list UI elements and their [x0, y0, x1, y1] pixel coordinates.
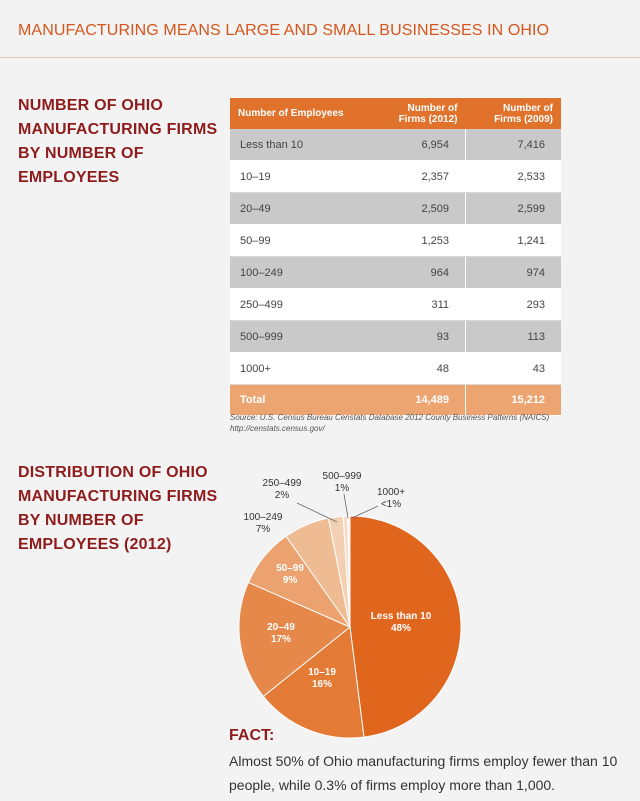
pie-leader-line [343, 493, 349, 519]
row-label: 500–999 [230, 320, 370, 353]
source-text: Source: U.S. Census Bureau Censtats Data… [230, 413, 550, 422]
total-label: Total [230, 384, 370, 416]
row-value-2009: 113 [465, 320, 561, 353]
pie-leader-line [296, 502, 338, 523]
pie-category-label: 10–19 [308, 667, 336, 678]
table-header-row: Number of Employees Number of Firms (201… [230, 98, 561, 129]
row-label: 1000+ [230, 352, 370, 385]
header-divider [0, 57, 640, 58]
pie-percent-label: 7% [256, 524, 271, 535]
row-label: 10–19 [230, 160, 370, 193]
row-label: 20–49 [230, 192, 370, 225]
source-url: http://censtats.census.gov/ [230, 424, 325, 433]
row-value-2012: 2,357 [370, 160, 466, 193]
pie-category-label: 20–49 [267, 622, 295, 633]
pie-percent-label: <1% [381, 499, 401, 510]
table-row: 250–499 311 293 [230, 288, 561, 321]
row-label: Less than 10 [230, 129, 370, 161]
column-header-employees: Number of Employees [230, 98, 370, 129]
row-value-2009: 7,416 [465, 129, 561, 161]
row-value-2009: 293 [465, 288, 561, 321]
pie-slice-1 [349, 515, 462, 738]
table-section-title: NUMBER OF OHIO MANUFACTURING FIRMS BY NU… [18, 97, 218, 186]
row-label: 50–99 [230, 224, 370, 257]
pie-percent-label: 2% [275, 490, 290, 501]
column-header-2012: Number of Firms (2012) [370, 98, 466, 129]
table-row: Less than 10 6,954 7,416 [230, 129, 561, 161]
pie-category-label: 1000+ [377, 487, 405, 498]
table-total-row: Total 14,489 15,212 [230, 384, 561, 416]
row-value-2012: 6,954 [370, 129, 466, 161]
row-value-2012: 48 [370, 352, 466, 385]
pie-category-label: 50–99 [276, 563, 304, 574]
table-row: 1000+ 48 43 [230, 352, 561, 385]
row-value-2012: 2,509 [370, 192, 466, 225]
row-value-2009: 974 [465, 256, 561, 289]
row-label: 250–499 [230, 288, 370, 321]
pie-leader-line [351, 505, 379, 519]
pie-category-label: 100–249 [244, 512, 283, 523]
row-value-2009: 43 [465, 352, 561, 385]
column-header-2009: Number of Firms (2009) [465, 98, 561, 129]
total-value-2009: 15,212 [465, 384, 561, 416]
pie-category-label: 500–999 [323, 471, 362, 482]
row-label: 100–249 [230, 256, 370, 289]
table-row: 100–249 964 974 [230, 256, 561, 289]
page-header: MANUFACTURING MEANS LARGE AND SMALL BUSI… [18, 22, 550, 39]
table-row: 20–49 2,509 2,599 [230, 192, 561, 225]
table-row: 500–999 93 113 [230, 320, 561, 353]
row-value-2012: 1,253 [370, 224, 466, 257]
source-note: Source: U.S. Census Bureau Censtats Data… [230, 412, 620, 434]
fact-text: Almost 50% of Ohio manufacturing firms e… [229, 753, 618, 793]
row-value-2012: 964 [370, 256, 466, 289]
pie-percent-label: 1% [335, 483, 350, 494]
pie-percent-label: 48% [391, 623, 411, 634]
pie-category-label: 250–499 [263, 478, 302, 489]
row-value-2012: 93 [370, 320, 466, 353]
table-row: 10–19 2,357 2,533 [230, 160, 561, 193]
pie-category-label: Less than 10 [371, 611, 432, 622]
pie-percent-label: 16% [312, 679, 332, 690]
row-value-2009: 2,533 [465, 160, 561, 193]
row-value-2009: 1,241 [465, 224, 561, 257]
row-value-2009: 2,599 [465, 192, 561, 225]
pie-percent-label: 9% [283, 575, 298, 586]
pie-slice-2 [262, 626, 365, 739]
total-value-2012: 14,489 [370, 384, 466, 416]
firms-table: Number of Employees Number of Firms (201… [230, 98, 561, 416]
table-row: 50–99 1,253 1,241 [230, 224, 561, 257]
fact-title: FACT: [229, 727, 275, 744]
pie-section-title: DISTRIBUTION OF OHIO MANUFACTURING FIRMS… [18, 464, 218, 553]
row-value-2012: 311 [370, 288, 466, 321]
pie-percent-label: 17% [271, 634, 291, 645]
pie-slice-3 [238, 581, 351, 698]
